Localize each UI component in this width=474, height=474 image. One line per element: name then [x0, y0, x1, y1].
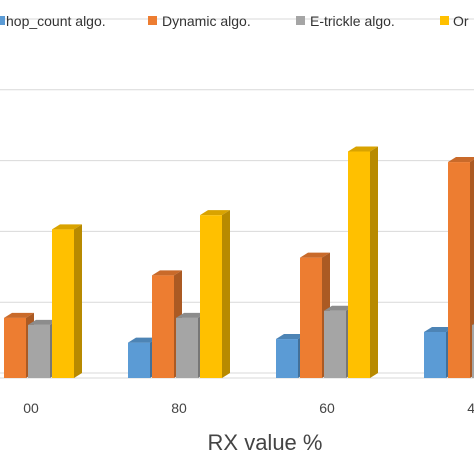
bar-front [4, 317, 26, 378]
bar-top [324, 305, 354, 311]
legend-swatch [296, 16, 305, 25]
bar-or-80 [200, 210, 230, 378]
bar-front [348, 151, 370, 378]
bar-front [200, 215, 222, 378]
bar-top [176, 312, 206, 318]
bar-side [470, 159, 474, 378]
bar-front [152, 275, 174, 378]
bar-front [276, 339, 298, 378]
bar-front [28, 324, 50, 378]
bar-top [200, 210, 230, 216]
x-tick-labels: 00 80 60 40 [23, 400, 474, 416]
x-tick-label: 00 [23, 400, 39, 416]
legend-swatch [440, 16, 449, 25]
x-axis-title: RX value % [208, 430, 323, 455]
bar-front [324, 310, 346, 378]
legend-swatch [0, 16, 5, 25]
bar-top [4, 312, 34, 318]
legend: hop_count algo. Dynamic algo. E-trickle al… [0, 13, 469, 29]
x-tick-label: 40 [467, 400, 474, 416]
bar-top [52, 224, 82, 230]
bar-front [424, 331, 446, 378]
bar-front [176, 317, 198, 378]
bar-side [74, 224, 82, 378]
bar-top [300, 252, 330, 258]
bar-top [152, 270, 182, 276]
legend-item: Dynamic algo. [148, 13, 251, 29]
legend-label: Dynamic algo. [162, 13, 251, 29]
bar-side [370, 146, 378, 378]
bar-or-100 [52, 224, 82, 378]
bar-front [472, 324, 474, 378]
bar-front [128, 342, 150, 378]
legend-item: E-trickle algo. [296, 13, 395, 29]
bar-or-60 [348, 146, 378, 378]
legend-item: hop_count algo. [0, 13, 106, 29]
legend-label: hop_count algo. [6, 13, 106, 29]
legend-label: Or [453, 13, 469, 29]
bar-top [424, 326, 454, 332]
legend-label: E-trickle algo. [310, 13, 395, 29]
bar-front [52, 229, 74, 378]
bars [4, 146, 474, 378]
x-tick-label: 60 [319, 400, 335, 416]
bar-side [222, 210, 230, 378]
legend-swatch [148, 16, 157, 25]
bar-top [28, 319, 58, 325]
bar-top [128, 337, 158, 343]
bar-dynamic-algo--40 [448, 157, 474, 378]
x-tick-label: 80 [171, 400, 187, 416]
bar-front [448, 162, 470, 378]
legend-item: Or [440, 13, 469, 29]
bar-front [300, 257, 322, 378]
bar-top [348, 146, 378, 152]
bar-top [276, 334, 306, 340]
bar-top [448, 157, 474, 163]
